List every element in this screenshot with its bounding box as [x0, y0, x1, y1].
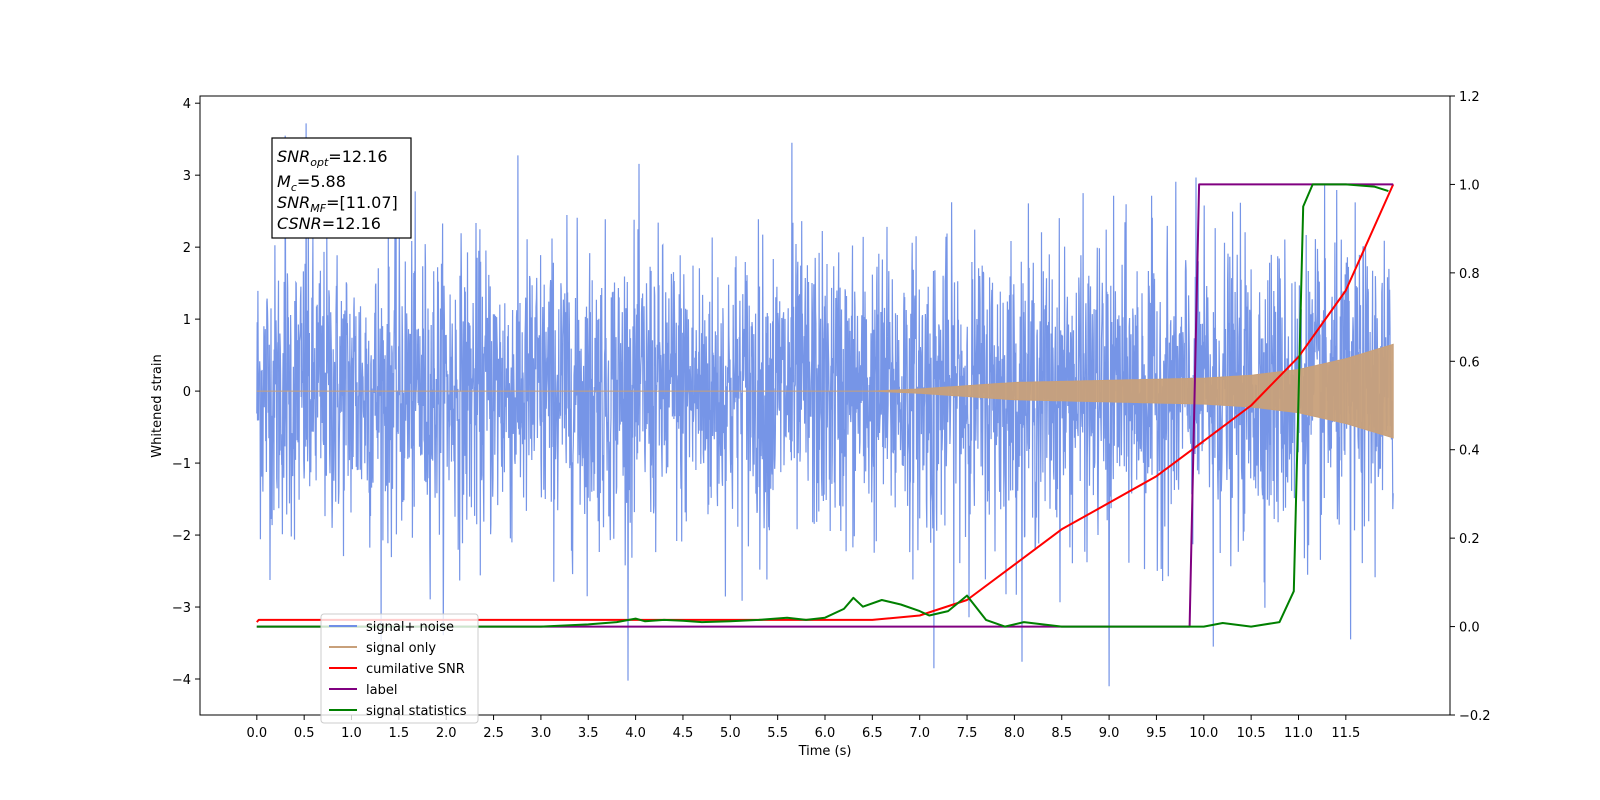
annotation-snr-mf-sub: MF	[310, 202, 326, 215]
x-tick-label: 0.5	[294, 726, 315, 741]
annotation-mc-main: M	[277, 172, 291, 191]
series-cumulative-snr	[256, 183, 1395, 623]
x-tick-label: 1.5	[389, 726, 410, 741]
annotation-csnr: CSNR=12.16	[277, 214, 381, 233]
y-tick-label: 0	[183, 385, 191, 400]
legend-label: signal only	[366, 641, 436, 656]
y-tick-label: 3	[183, 169, 191, 184]
x-tick-label: 3.5	[578, 726, 599, 741]
annotation-mc-sub: c	[291, 181, 297, 194]
legend-label: signal statistics	[366, 704, 467, 719]
x-tick-label: 10.5	[1237, 726, 1266, 741]
x-tick-label: 9.0	[1099, 726, 1120, 741]
x-tick-label: 1.0	[341, 726, 362, 741]
y-tick-label: −2	[172, 529, 191, 544]
series-label	[256, 183, 1394, 628]
y2-tick-label: −0.2	[1459, 709, 1491, 724]
annotation-csnr-main: CSNR	[277, 214, 322, 233]
y2-tick-label: 0.0	[1459, 621, 1480, 636]
x-tick-label: 5.5	[767, 726, 788, 741]
y2-tick-label: 0.4	[1459, 444, 1480, 459]
annotation-box: SNRopt=12.16 Mc=5.88 SNRMF=[11.07] CSNR=…	[271, 137, 412, 239]
x-tick-label: 10.0	[1189, 726, 1218, 741]
x-tick-label: 7.0	[909, 726, 930, 741]
x-tick-label: 11.0	[1284, 726, 1313, 741]
x-tick-label: 7.5	[957, 726, 978, 741]
annotation-mc-value: =5.88	[297, 172, 346, 191]
legend-label: signal+ noise	[366, 620, 454, 635]
y-axis-left: 4 3 2 1 0 −1 −2 −3 −4	[172, 97, 200, 688]
y2-tick-label: 0.6	[1459, 355, 1480, 370]
y2-tick-label: 1.0	[1459, 178, 1480, 193]
y2-tick-label: 1.2	[1459, 90, 1480, 105]
annotation-snr-opt-sub: opt	[310, 156, 329, 169]
annotation-snr-opt: SNRopt=12.16	[277, 147, 388, 169]
x-tick-label: 8.5	[1051, 726, 1072, 741]
x-tick-label: 4.5	[673, 726, 694, 741]
annotation-frame	[271, 137, 412, 239]
x-tick-label: 6.5	[862, 726, 883, 741]
x-axis-label: Time (s)	[798, 744, 852, 759]
y-tick-label: −1	[172, 457, 191, 472]
x-axis: 0.0 0.5 1.0 1.5 2.0 2.5 3.0 3.5 4.0 4.5 5.0 5.5 6.0 6…	[246, 715, 1360, 741]
annotation-mc: Mc=5.88	[277, 172, 346, 194]
x-tick-label: 2.0	[436, 726, 457, 741]
annotation-snr-opt-main: SNR	[277, 147, 310, 166]
y-axis-label: Whitened strain	[150, 354, 165, 457]
y-axis-right: 1.2 1.0 0.8 0.6 0.4 0.2 0.0 −0.2	[1450, 90, 1491, 724]
y2-tick-label: 0.2	[1459, 532, 1480, 547]
plot-area	[256, 123, 1395, 687]
x-tick-label: 3.0	[531, 726, 552, 741]
series-signal-only	[256, 343, 1394, 439]
legend: signal+ noise signal only cumilative SNR la…	[320, 613, 479, 724]
y-tick-label: −3	[172, 601, 191, 616]
x-tick-label: 9.5	[1146, 726, 1167, 741]
x-tick-label: 11.5	[1331, 726, 1360, 741]
x-tick-label: 8.0	[1004, 726, 1025, 741]
x-tick-label: 0.0	[246, 726, 267, 741]
y-tick-label: 4	[183, 97, 191, 112]
legend-label: label	[366, 683, 397, 698]
annotation-csnr-value: =12.16	[322, 214, 381, 233]
x-tick-label: 5.0	[720, 726, 741, 741]
annotation-snr-opt-value: =12.16	[328, 147, 387, 166]
annotation-snr-mf-main: SNR	[277, 193, 310, 212]
y-tick-label: 2	[183, 241, 191, 256]
series-signal-noise	[256, 123, 1394, 687]
annotation-snr-mf: SNRMF=[11.07]	[277, 193, 398, 215]
annotation-snr-mf-value: =[11.07]	[326, 193, 398, 212]
x-tick-label: 4.0	[625, 726, 646, 741]
series-signal-statistics	[256, 183, 1389, 628]
y-tick-label: −4	[172, 673, 191, 688]
legend-label: cumilative SNR	[366, 662, 465, 677]
y-tick-label: 1	[183, 313, 191, 328]
legend-frame	[320, 613, 479, 724]
x-tick-label: 2.5	[483, 726, 504, 741]
y2-tick-label: 0.8	[1459, 267, 1480, 282]
x-tick-label: 6.0	[815, 726, 836, 741]
